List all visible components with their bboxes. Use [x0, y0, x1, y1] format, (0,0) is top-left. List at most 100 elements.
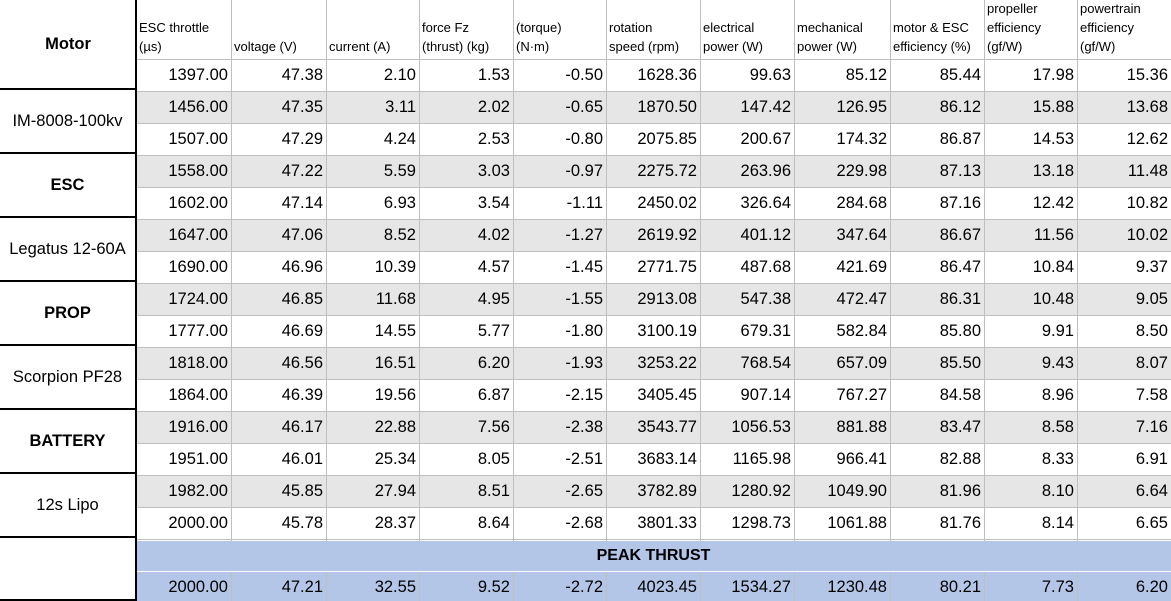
table-cell: 5.59 — [383, 162, 416, 180]
table-cell: 12.62 — [1126, 130, 1168, 148]
table-cell: 19.56 — [374, 386, 416, 404]
table-cell: 7.16 — [1135, 418, 1168, 436]
table-cell: 1818.00 — [168, 354, 228, 372]
column-header-line: electrical — [703, 20, 755, 35]
table-cell: 8.50 — [1135, 322, 1168, 340]
table-cell: 1061.88 — [827, 514, 887, 532]
table-cell: 1690.00 — [168, 258, 228, 276]
grid-line-horizontal — [136, 219, 1171, 220]
table-cell: 87.16 — [939, 194, 981, 212]
grid-line-vertical — [419, 0, 420, 541]
table-cell: 284.68 — [836, 194, 887, 212]
table-cell: 4.02 — [477, 226, 510, 244]
table-cell: 1456.00 — [168, 98, 228, 116]
column-header-line: (gf/W) — [1080, 39, 1116, 54]
table-cell: 547.38 — [740, 290, 791, 308]
table-cell: 767.27 — [836, 386, 887, 404]
grid-line-horizontal — [136, 443, 1171, 444]
column-header-line: motor & ESC — [893, 20, 969, 35]
table-cell: 11.48 — [1127, 162, 1168, 180]
table-cell: 46.56 — [281, 354, 323, 372]
table-cell: 86.12 — [939, 98, 981, 116]
table-cell: 326.64 — [740, 194, 791, 212]
column-header-line: voltage (V) — [234, 39, 297, 54]
table-cell: 1298.73 — [731, 514, 791, 532]
table-cell: 8.96 — [1041, 386, 1074, 404]
table-cell: 47.38 — [281, 66, 323, 84]
peak-row-band — [136, 572, 1171, 601]
grid-line-vertical — [513, 0, 514, 541]
table-cell: 22.88 — [374, 418, 416, 436]
table-cell: 28.37 — [374, 514, 416, 532]
table-cell: 9.43 — [1041, 354, 1074, 372]
grid-line-horizontal — [136, 283, 1171, 284]
grid-line-vertical-peak — [513, 572, 514, 601]
peak-band — [136, 541, 1171, 571]
column-header-line — [234, 18, 326, 37]
table-cell: 46.39 — [281, 386, 323, 404]
table-cell: -0.65 — [565, 98, 603, 116]
table-cell: 81.76 — [939, 514, 981, 532]
table-cell: 174.32 — [836, 130, 887, 148]
peak-cell: 1534.27 — [731, 578, 791, 596]
table-cell: -1.93 — [565, 354, 603, 372]
side-label: PROP — [44, 303, 91, 322]
row-band — [136, 284, 1171, 316]
peak-cell: 9.52 — [477, 578, 510, 596]
table-bottom-border — [0, 599, 136, 601]
table-cell: 87.13 — [939, 162, 981, 180]
grid-line-horizontal — [136, 475, 1171, 476]
column-header: motor & ESC efficiency (%) — [890, 0, 984, 60]
column-header-line — [329, 18, 419, 37]
grid-line-horizontal — [136, 315, 1171, 316]
column-header: mechanical power (W) — [794, 0, 890, 60]
table-cell: 6.93 — [383, 194, 416, 212]
side-label: Legatus 12-60A — [9, 239, 126, 258]
peak-cell: 32.55 — [374, 578, 416, 596]
table-cell: 126.95 — [836, 98, 887, 116]
table-cell: 1280.92 — [731, 482, 791, 500]
table-cell: -2.38 — [565, 418, 603, 436]
table-cell: 10.39 — [374, 258, 416, 276]
peak-cell: 2000.00 — [168, 578, 228, 596]
grid-line-horizontal — [136, 539, 1171, 540]
table-cell: 8.51 — [477, 482, 510, 500]
table-cell: 6.65 — [1135, 514, 1168, 532]
table-cell: 99.63 — [749, 66, 791, 84]
peak-thrust-label: PEAK THRUST — [596, 547, 711, 564]
column-header: (torque) (N·m) — [513, 0, 606, 60]
table-cell: 907.14 — [740, 386, 791, 404]
label-group-border — [0, 216, 136, 218]
table-cell: 2275.72 — [637, 162, 697, 180]
table-cell: 16.51 — [374, 354, 416, 372]
table-cell: 3.11 — [385, 98, 416, 116]
table-cell: 263.96 — [740, 162, 791, 180]
grid-line-vertical-peak — [984, 572, 985, 601]
table-cell: 45.78 — [281, 514, 323, 532]
table-cell: 9.91 — [1041, 322, 1074, 340]
column-header-line: (gf/W) — [987, 39, 1023, 54]
column-header-line: (torque) — [516, 20, 562, 35]
table-cell: 2.02 — [477, 98, 510, 116]
column-header-line: efficiency — [1080, 20, 1134, 35]
table-cell: 3100.19 — [637, 322, 697, 340]
table-cell: 8.05 — [477, 450, 510, 468]
table-cell: 2.10 — [383, 66, 416, 84]
grid-line-vertical-peak — [419, 572, 420, 601]
grid-line-vertical — [984, 0, 985, 541]
table-cell: 46.96 — [281, 258, 323, 276]
table-cell: 3405.45 — [637, 386, 697, 404]
table-cell: 401.12 — [740, 226, 791, 244]
grid-line-vertical — [794, 0, 795, 541]
table-cell: 85.80 — [939, 322, 981, 340]
table-cell: 47.35 — [281, 98, 323, 116]
grid-line-vertical — [606, 0, 607, 541]
side-label: ESC — [50, 175, 85, 194]
table-cell: 10.84 — [1032, 258, 1074, 276]
table-cell: 11.68 — [375, 290, 416, 308]
side-label: BATTERY — [29, 431, 106, 450]
side-label: IM-8008-100kv — [12, 111, 123, 130]
table-cell: 86.47 — [939, 258, 981, 276]
table-cell: 1951.00 — [168, 450, 228, 468]
column-header: electrical power (W) — [700, 0, 794, 60]
